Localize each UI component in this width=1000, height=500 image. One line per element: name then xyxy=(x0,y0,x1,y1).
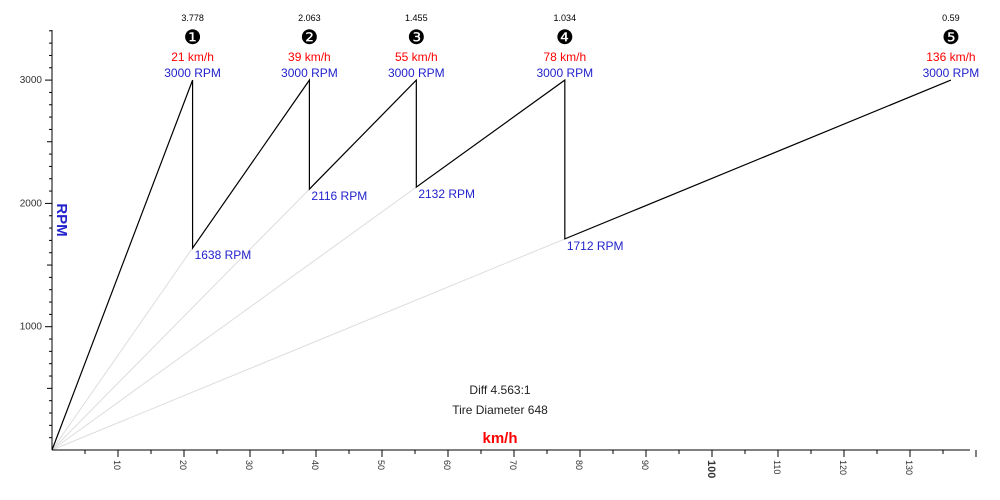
y-tick-label: 2000 xyxy=(20,198,43,209)
y-tick-label: 3000 xyxy=(20,75,43,86)
x-tick-label: 90 xyxy=(640,460,650,470)
ratio-guide-line xyxy=(51,186,417,451)
gear-labels: 3.778 ❶21 km/h 3000 RPM 2.063 ❷39 km/h 3000 R… xyxy=(164,13,979,262)
gear-ratio-label: 2.063 xyxy=(298,13,321,23)
x-axis-label: km/h xyxy=(482,430,517,447)
ratio-guide-lines xyxy=(51,186,566,451)
gear-ratio-label: 0.59 xyxy=(942,13,960,23)
gear-shift-speed-label: 55 km/h xyxy=(395,50,438,64)
x-tick-label: 40 xyxy=(310,460,320,470)
x-tick-label: 110 xyxy=(772,460,782,474)
x-tick-label: 60 xyxy=(442,460,452,470)
gear-number-icon: ❺ xyxy=(942,27,960,49)
gear-ratio-label: 3.778 xyxy=(181,13,204,23)
ratio-guide-line xyxy=(51,238,566,451)
gear-drop-rpm-label: 2116 RPM xyxy=(311,189,367,203)
ratio-guide-line xyxy=(51,247,193,451)
axes: 10 20 30 40 50 60 70 80 90 100 110 120 130 1000 2000 30… xyxy=(20,30,977,478)
gear-shift-rpm-label: 3000 RPM xyxy=(536,66,593,80)
diff-ratio-text: Diff 4.563:1 xyxy=(469,383,530,397)
gear-number-icon: ❸ xyxy=(407,27,425,49)
gear-shift-speed-label: 78 km/h xyxy=(543,50,586,64)
tire-diameter-text: Tire Diameter 648 xyxy=(452,403,548,417)
y-axis-label: RPM xyxy=(53,203,70,236)
gear-drop-rpm-label: 1638 RPM xyxy=(195,248,252,262)
x-tick-label: 120 xyxy=(838,460,848,475)
gear-drop-rpm-label: 2132 RPM xyxy=(418,187,475,201)
x-tick-label: 10 xyxy=(112,460,122,470)
gear-drop-rpm-label: 1712 RPM xyxy=(567,239,624,253)
gear-shift-rpm-label: 3000 RPM xyxy=(281,66,338,80)
gear-shift-rpm-label: 3000 RPM xyxy=(923,66,980,80)
x-tick-label: 80 xyxy=(574,460,584,470)
rpm-sawtooth-line xyxy=(51,78,952,451)
y-tick-label: 1000 xyxy=(20,322,43,333)
gear-shift-rpm-label: 3000 RPM xyxy=(164,66,221,80)
gear-shift-rpm-label: 3000 RPM xyxy=(388,66,445,80)
x-tick-label: 70 xyxy=(508,460,518,470)
x-tick-label: 30 xyxy=(244,460,254,470)
gear-shift-speed-label: 21 km/h xyxy=(171,50,214,64)
gear-ratio-label: 1.034 xyxy=(554,13,577,23)
gear-shift-speed-label: 39 km/h xyxy=(288,50,331,64)
gear-ratio-label: 1.455 xyxy=(405,13,428,23)
ratio-guide-line xyxy=(51,188,310,451)
x-tick-label: 50 xyxy=(376,460,386,470)
x-tick-label: 130 xyxy=(904,460,914,475)
gear-number-icon: ❹ xyxy=(556,27,574,49)
x-tick-label: 20 xyxy=(178,460,188,470)
gear-number-icon: ❶ xyxy=(184,27,202,49)
x-tick-label: 100 xyxy=(705,460,717,478)
gear-shift-speed-label: 136 km/h xyxy=(926,50,975,64)
rpm-sawtooth-series xyxy=(51,78,952,451)
gear-number-icon: ❷ xyxy=(300,27,318,49)
